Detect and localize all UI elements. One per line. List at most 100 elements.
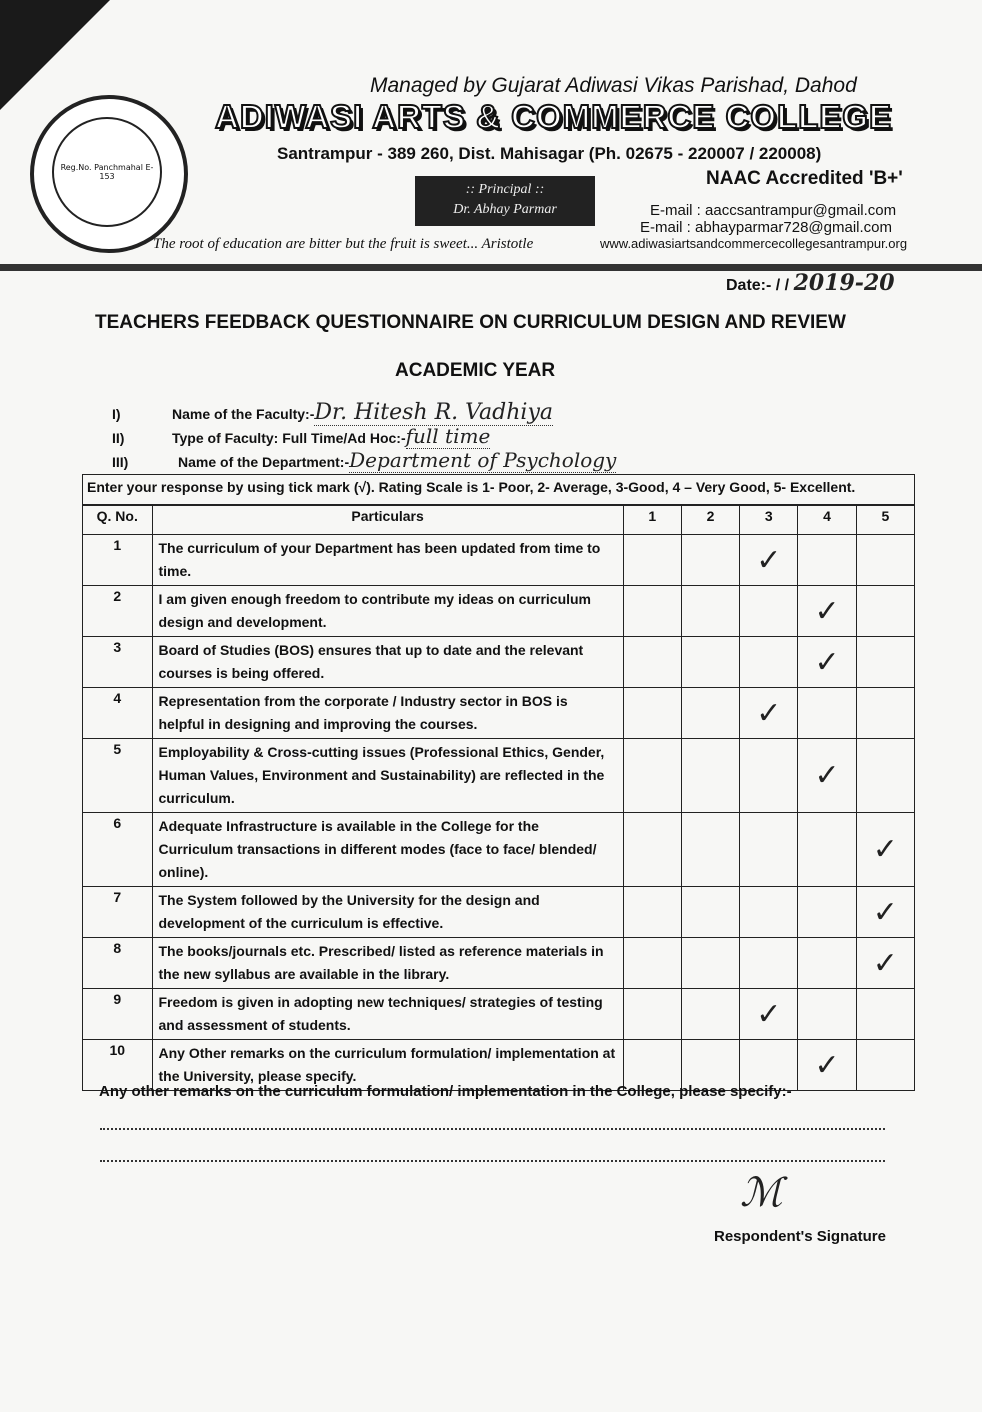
rating-cell-1[interactable]	[622, 1039, 682, 1091]
date-value: 2019-20	[793, 270, 895, 296]
question-number: 5	[82, 738, 153, 813]
rating-cell-3[interactable]: ✓	[739, 988, 799, 1040]
rating-cell-3[interactable]	[739, 812, 799, 887]
college-name: ADIWASI ARTS & COMMERCE COLLEGE	[214, 97, 892, 136]
rating-cell-5[interactable]	[855, 988, 916, 1040]
rating-cell-4[interactable]	[797, 812, 857, 887]
date-label: Date:- / /	[726, 277, 790, 294]
question-text: Adequate Infrastructure is available in …	[151, 812, 624, 887]
rating-cell-4[interactable]: ✓	[797, 636, 857, 688]
rating-cell-1[interactable]	[622, 585, 682, 637]
rating-cell-2[interactable]	[680, 812, 741, 887]
signature-label: Respondent's Signature	[714, 1228, 886, 1245]
rating-cell-1[interactable]	[622, 687, 682, 739]
rating-cell-2[interactable]	[680, 636, 741, 688]
rating-cell-3[interactable]	[739, 636, 799, 688]
rating-cell-5[interactable]	[855, 636, 916, 688]
rating-cell-2[interactable]	[680, 738, 741, 813]
field-value: Dr. Hitesh R. Vadhiya	[314, 400, 553, 426]
college-logo: Reg.No. Panchmahal E-153	[30, 95, 188, 253]
rating-cell-4[interactable]	[797, 988, 857, 1040]
rating-cell-3[interactable]	[739, 886, 799, 938]
rating-cell-2[interactable]	[680, 886, 741, 938]
principal-name: Dr. Abhay Parmar	[453, 202, 557, 217]
rating-cell-3[interactable]	[739, 1039, 799, 1091]
feedback-table: Q. No. Particulars 1 2 3 4 5 1 The curric…	[82, 505, 916, 1091]
question-number: 2	[82, 585, 153, 637]
table-row: 6 Adequate Infrastructure is available in…	[82, 812, 916, 887]
rating-cell-4[interactable]: ✓	[797, 585, 857, 637]
question-number: 1	[82, 534, 153, 586]
question-text: The System followed by the University fo…	[151, 886, 624, 938]
tick-mark: ✓	[756, 543, 782, 577]
question-number: 6	[82, 812, 153, 887]
remarks-line-2[interactable]	[100, 1160, 885, 1162]
field-label: Type of Faculty: Full Time/Ad Hoc:-	[172, 430, 406, 446]
rating-cell-1[interactable]	[622, 534, 682, 586]
rating-cell-5[interactable]	[855, 1039, 916, 1091]
remarks-line-1[interactable]	[100, 1128, 885, 1130]
question-text: Board of Studies (BOS) ensures that up t…	[151, 636, 624, 688]
remarks-label: Any other remarks on the curriculum form…	[99, 1083, 792, 1100]
header-rating-2: 2	[680, 505, 741, 535]
college-address: Santrampur - 389 260, Dist. Mahisagar (P…	[277, 144, 822, 163]
question-number: 3	[82, 636, 153, 688]
question-text: Representation from the corporate / Indu…	[151, 687, 624, 739]
table-header: Q. No. Particulars 1 2 3 4 5	[82, 505, 916, 535]
question-text: Freedom is given in adopting new techniq…	[151, 988, 624, 1040]
tick-mark: ✓	[814, 1048, 840, 1082]
question-number: 10	[82, 1039, 153, 1091]
rating-cell-2[interactable]	[680, 1039, 741, 1091]
field-value: Department of Psychology	[349, 448, 617, 473]
rating-cell-2[interactable]	[680, 937, 741, 989]
question-number: 9	[82, 988, 153, 1040]
academic-year: ACADEMIC YEAR	[395, 360, 556, 381]
email-2: E-mail : abhayparmar728@gmail.com	[640, 219, 892, 236]
rating-cell-5[interactable]	[855, 534, 916, 586]
rating-cell-1[interactable]	[622, 988, 682, 1040]
rating-cell-5[interactable]	[855, 738, 916, 813]
header-rating-5: 5	[855, 505, 916, 535]
rating-cell-4[interactable]: ✓	[797, 1039, 857, 1091]
rating-cell-5[interactable]: ✓	[855, 937, 916, 989]
corner-decoration	[0, 0, 110, 110]
rating-cell-1[interactable]	[622, 937, 682, 989]
rating-cell-5[interactable]: ✓	[855, 812, 916, 887]
website: www.adiwasiartsandcommercecollegesantram…	[600, 236, 908, 251]
rating-cell-2[interactable]	[680, 585, 741, 637]
question-text: Any Other remarks on the curriculum form…	[151, 1039, 624, 1091]
rating-cell-2[interactable]	[680, 534, 741, 586]
rating-cell-3[interactable]	[739, 738, 799, 813]
rating-cell-5[interactable]	[855, 585, 916, 637]
rating-cell-4[interactable]: ✓	[797, 738, 857, 813]
rating-cell-1[interactable]	[622, 886, 682, 938]
rating-cell-1[interactable]	[622, 636, 682, 688]
rating-cell-5[interactable]	[855, 687, 916, 739]
table-row: 3 Board of Studies (BOS) ensures that up …	[82, 636, 916, 688]
table-row: 8 The books/journals etc. Prescribed/ lis…	[82, 937, 916, 989]
rating-cell-5[interactable]: ✓	[855, 886, 916, 938]
faculty-name-field: I) Name of the Faculty:-Dr. Hitesh R. Vad…	[112, 400, 553, 426]
table-row: 5 Employability & Cross-cutting issues (P…	[82, 738, 916, 813]
instructions: Enter your response by using tick mark (…	[82, 474, 915, 505]
table-row: 7 The System followed by the University f…	[82, 886, 916, 938]
rating-cell-3[interactable]	[739, 585, 799, 637]
rating-cell-1[interactable]	[622, 812, 682, 887]
field-value: full time	[405, 424, 491, 449]
signature-mark: ℳ	[740, 1170, 783, 1216]
rating-cell-2[interactable]	[680, 687, 741, 739]
rating-cell-4[interactable]	[797, 687, 857, 739]
rating-cell-4[interactable]	[797, 937, 857, 989]
tick-mark: ✓	[814, 759, 840, 792]
rating-cell-4[interactable]	[797, 886, 857, 938]
rating-cell-3[interactable]	[739, 937, 799, 989]
rating-cell-3[interactable]: ✓	[739, 687, 799, 739]
rating-cell-3[interactable]: ✓	[739, 534, 799, 586]
question-number: 4	[82, 687, 153, 739]
faculty-type-field: II) Type of Faculty: Full Time/Ad Hoc:-fu…	[112, 424, 491, 449]
tick-mark: ✓	[756, 997, 782, 1031]
rating-cell-4[interactable]	[797, 534, 857, 586]
rating-cell-2[interactable]	[680, 988, 741, 1040]
rating-cell-1[interactable]	[622, 738, 682, 813]
